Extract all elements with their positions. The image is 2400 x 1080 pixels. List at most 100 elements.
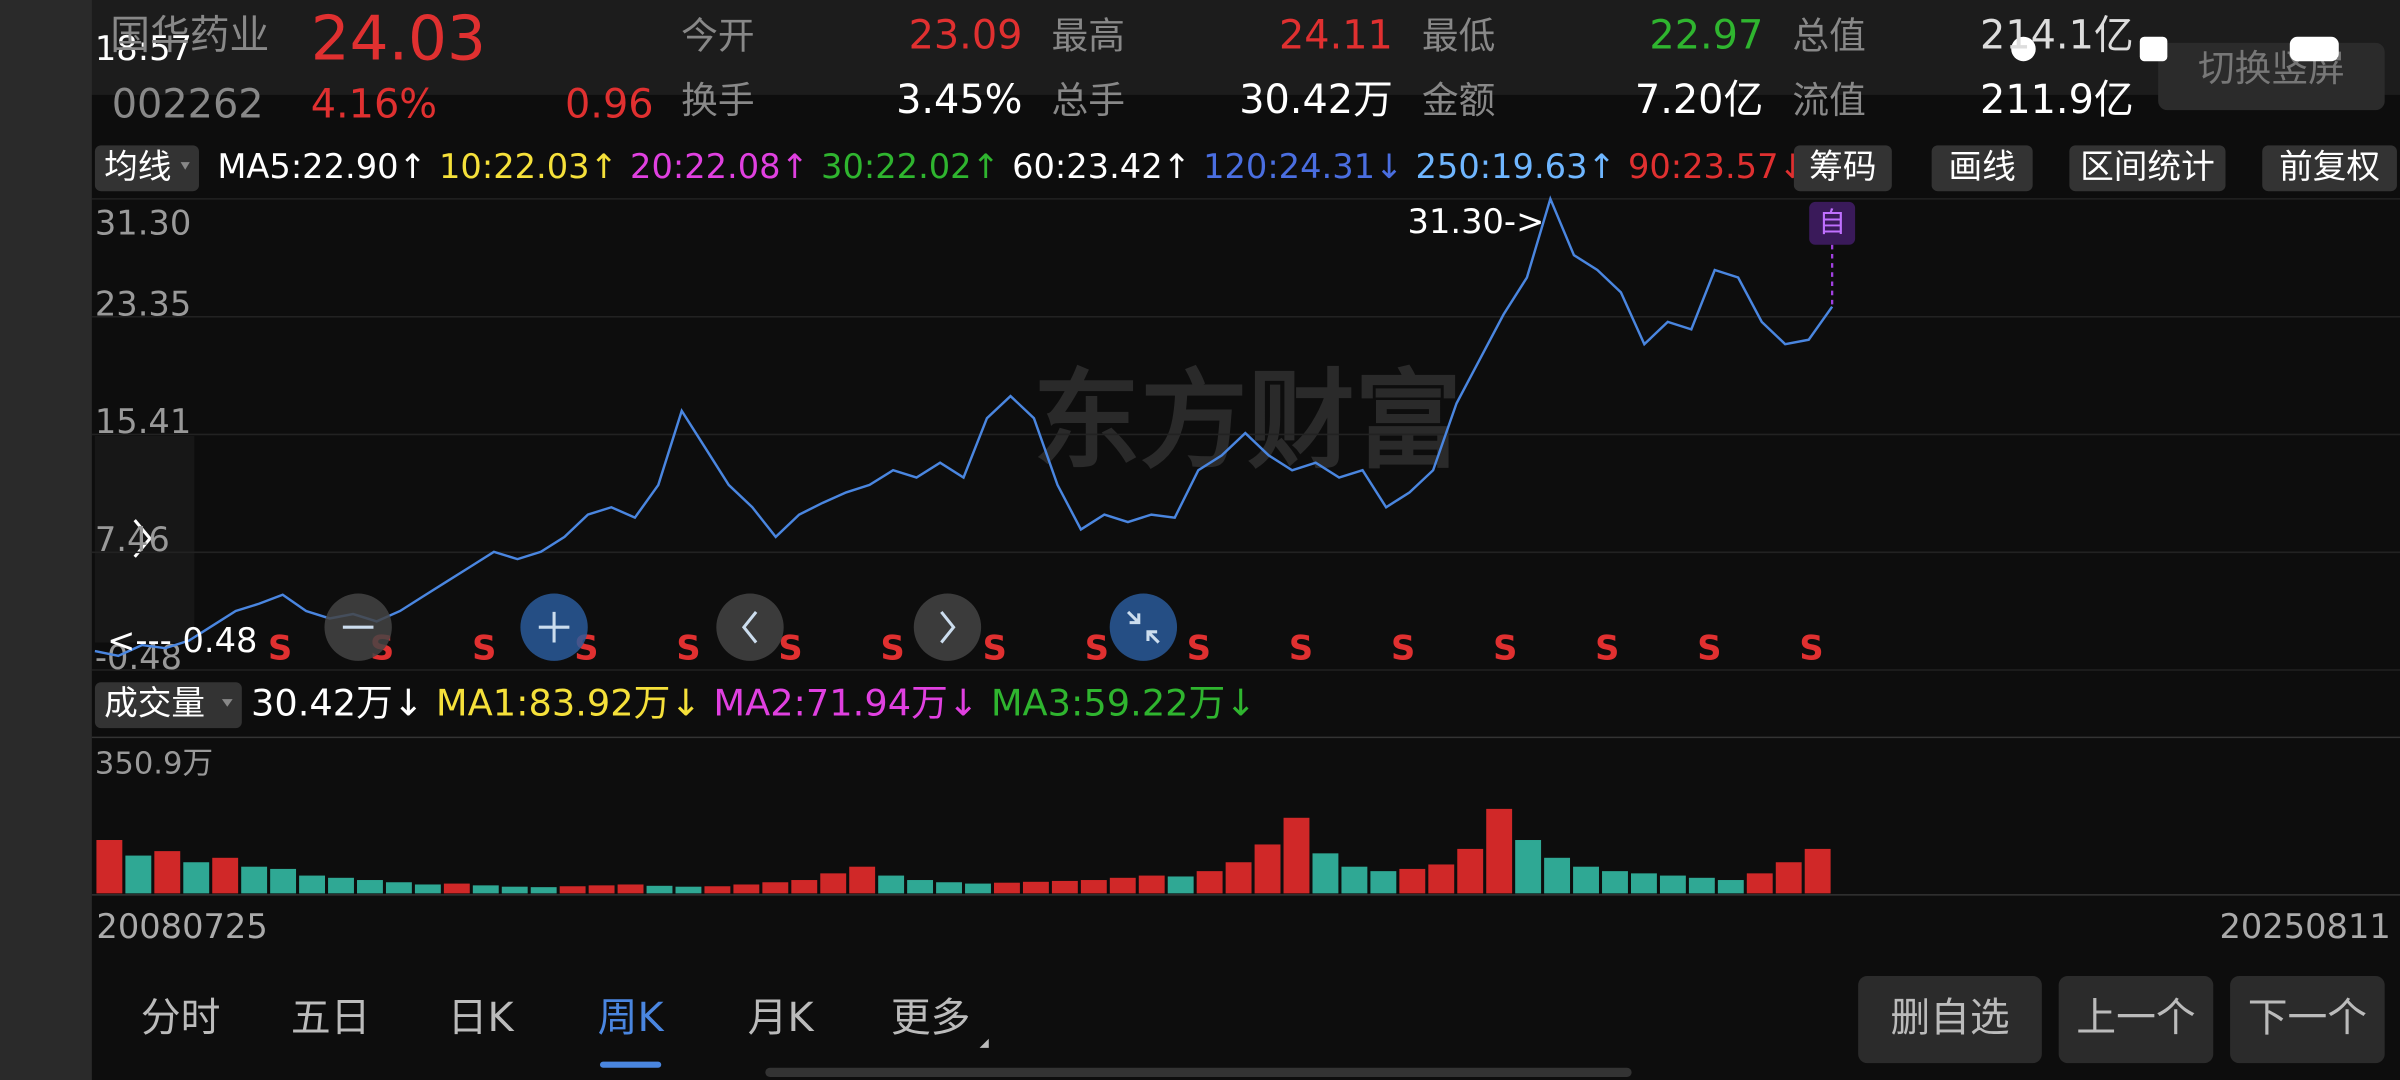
signal: S bbox=[881, 629, 905, 668]
indicator-value: 30.42万↓ bbox=[251, 682, 424, 725]
volume-bar bbox=[1775, 862, 1802, 894]
action-button[interactable] bbox=[1858, 975, 2042, 1064]
signal: S bbox=[1493, 629, 1517, 668]
tool-button[interactable] bbox=[2069, 145, 2226, 192]
volume-bar bbox=[299, 875, 326, 894]
dropdown-icon bbox=[180, 162, 190, 170]
volume-selector[interactable] bbox=[94, 682, 242, 729]
tool-label[interactable]: 画线 bbox=[1948, 147, 2015, 186]
volume-bar bbox=[1573, 866, 1599, 894]
tab[interactable]: 五日 bbox=[291, 995, 371, 1041]
volume-bar bbox=[675, 886, 702, 894]
volume-bar bbox=[328, 877, 354, 894]
y-tick-label: 23.35 bbox=[95, 285, 191, 324]
chart-control[interactable] bbox=[1109, 593, 1178, 661]
tool-label[interactable]: 区间统计 bbox=[2080, 147, 2215, 186]
indicator-value: MA3:59.22万↓ bbox=[991, 682, 1256, 725]
ma-selector[interactable] bbox=[94, 145, 199, 192]
volume-bar bbox=[733, 884, 760, 894]
indicator-value: 250:19.63↑ bbox=[1416, 147, 1616, 186]
signal: S bbox=[1391, 629, 1415, 668]
stock-price: 24.03 bbox=[311, 3, 486, 74]
indicator-value: 20:22.08↑ bbox=[630, 147, 809, 186]
volume-bar bbox=[1196, 871, 1223, 894]
chart-control[interactable] bbox=[716, 593, 784, 661]
volume-bar bbox=[1370, 871, 1397, 894]
side-tab[interactable] bbox=[94, 435, 195, 643]
stock-name: 国华药业 bbox=[110, 13, 269, 59]
stat-label: 今开 bbox=[681, 15, 754, 58]
stock-code: 002262 bbox=[112, 82, 264, 128]
stat-value: 23.09 bbox=[909, 13, 1023, 59]
volume-bar bbox=[1457, 848, 1484, 894]
tool-label[interactable]: 前复权 bbox=[2279, 147, 2380, 186]
signal: S bbox=[1595, 629, 1619, 668]
volume-bar bbox=[154, 851, 181, 894]
volume-bar bbox=[1659, 875, 1686, 894]
stat-value: 24.11 bbox=[1279, 13, 1393, 59]
chart-control[interactable] bbox=[913, 593, 982, 661]
volume-selector-label[interactable]: 成交量 bbox=[104, 684, 205, 723]
volume-bar bbox=[617, 884, 644, 894]
stat-label: 金额 bbox=[1422, 79, 1495, 122]
dropdown-icon bbox=[221, 699, 233, 707]
volume-bar bbox=[443, 883, 470, 894]
tool-button[interactable] bbox=[1793, 145, 1892, 192]
tool-button[interactable] bbox=[2262, 145, 2397, 192]
tool-button[interactable] bbox=[1931, 145, 2033, 192]
indicator-value: MA5:22.90↑ bbox=[217, 147, 426, 186]
volume-bar bbox=[588, 885, 615, 894]
action-label[interactable]: 删自选 bbox=[1890, 995, 2009, 1041]
tab[interactable]: 日K bbox=[448, 995, 515, 1041]
volume-bar bbox=[501, 886, 528, 894]
tab[interactable]: 更多 bbox=[891, 995, 971, 1041]
stat-label: 流值 bbox=[1792, 79, 1865, 122]
volume-bar bbox=[820, 873, 847, 894]
indicator-value: 10:22.03↑ bbox=[439, 147, 618, 186]
stat-value: 3.45% bbox=[896, 77, 1022, 123]
volume-bar bbox=[1544, 857, 1571, 894]
volume-bar bbox=[1515, 840, 1542, 894]
tab[interactable]: 月K bbox=[748, 995, 815, 1041]
action-button[interactable] bbox=[2230, 975, 2385, 1064]
tab[interactable]: 分时 bbox=[141, 995, 221, 1041]
control-icon[interactable] bbox=[1126, 610, 1160, 644]
indicator-value: 120:24.31↓ bbox=[1203, 147, 1403, 186]
volume-bar bbox=[791, 880, 818, 894]
signal: S bbox=[1187, 629, 1211, 668]
clock: 18:57 bbox=[95, 29, 192, 68]
action-button[interactable] bbox=[2058, 975, 2214, 1064]
tool-label[interactable]: 筹码 bbox=[1809, 147, 1876, 186]
y-tick-label: 7.46 bbox=[95, 520, 170, 559]
action-label[interactable]: 上一个 bbox=[2076, 995, 2195, 1041]
action-label[interactable]: 下一个 bbox=[2248, 995, 2367, 1041]
watermark: 东方财富 bbox=[1033, 360, 1462, 484]
volume-bar bbox=[1167, 876, 1194, 894]
stat-value: 7.20亿 bbox=[1635, 77, 1763, 123]
control-icon[interactable] bbox=[940, 610, 956, 644]
volume-bar bbox=[1138, 875, 1165, 894]
volume-bar bbox=[646, 885, 673, 894]
volume-bar bbox=[704, 886, 731, 894]
volume-bar bbox=[1109, 877, 1136, 894]
control-icon[interactable] bbox=[741, 610, 758, 644]
stat-value: 30.42万 bbox=[1239, 77, 1393, 123]
signal: S bbox=[1799, 629, 1823, 668]
signal: S bbox=[1697, 629, 1721, 668]
header-bg bbox=[0, 0, 2400, 95]
volume-bar bbox=[414, 884, 441, 894]
tab[interactable]: 周K bbox=[598, 995, 665, 1041]
volume-bar bbox=[1283, 817, 1310, 894]
volume-bar bbox=[1602, 871, 1628, 894]
control-icon[interactable] bbox=[538, 611, 570, 643]
status-icons bbox=[2011, 36, 2339, 62]
tab-indicator bbox=[600, 1061, 662, 1068]
signal: S bbox=[676, 629, 700, 668]
y-tick-label: 31.30 bbox=[95, 203, 191, 242]
volume-bar bbox=[1312, 853, 1339, 894]
volume-bar bbox=[212, 857, 239, 894]
expand-icon[interactable] bbox=[133, 519, 152, 558]
ma-selector-label[interactable]: 均线 bbox=[104, 147, 171, 186]
home-indicator bbox=[765, 1067, 1632, 1077]
